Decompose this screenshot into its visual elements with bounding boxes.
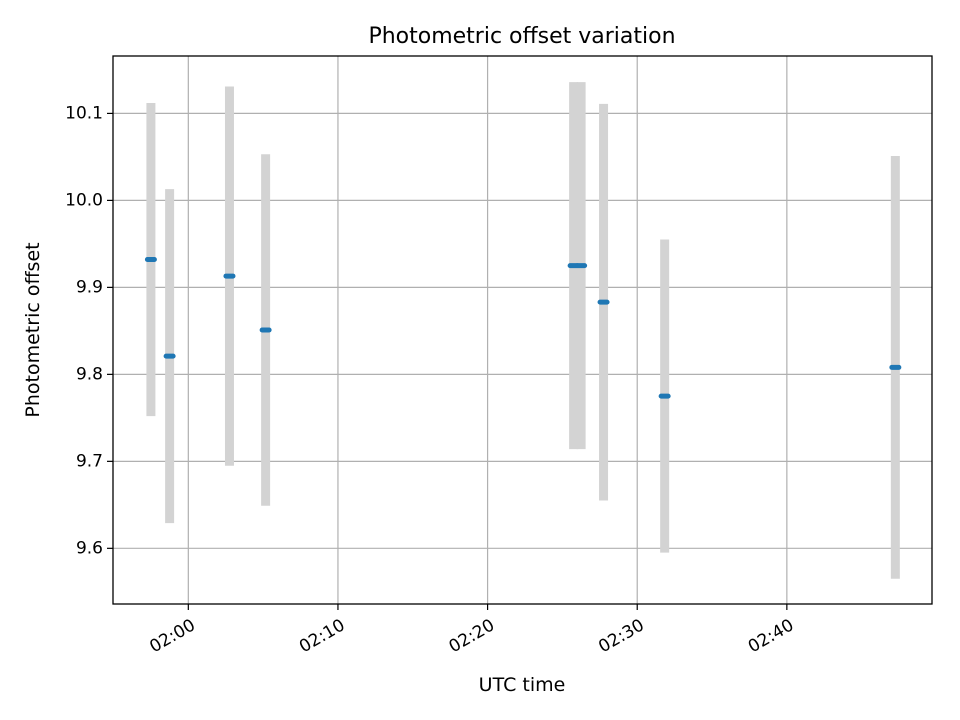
chart-title: Photometric offset variation (368, 24, 675, 49)
grid-layer (113, 56, 932, 604)
x-tick-label: 02:40 (745, 615, 797, 657)
data-point (597, 299, 610, 305)
data-point (658, 393, 671, 399)
tick-layer: 02:00 02:10 02:20 02:30 02:40 9.6 9.7 9.8 9.9 10.… (65, 103, 797, 657)
x-tick-label: 02:00 (146, 615, 198, 657)
y-tick-label: 9.8 (76, 364, 103, 384)
data-point (889, 364, 902, 370)
y-axis-label: Photometric offset (22, 242, 44, 417)
y-tick-label: 9.6 (76, 538, 103, 558)
x-tick-label: 02:20 (446, 615, 498, 657)
data-point (575, 263, 588, 269)
x-tick-label: 02:10 (296, 615, 348, 657)
data-point (259, 327, 272, 333)
data-point (144, 257, 157, 263)
y-tick-label: 10.1 (65, 103, 103, 123)
axes-frame (112, 55, 933, 605)
marker-layer (144, 257, 902, 399)
x-tick-label: 02:30 (595, 615, 647, 657)
x-axis-label: UTC time (479, 674, 566, 696)
y-tick-label: 9.7 (76, 451, 103, 471)
y-tick-label: 10.0 (65, 190, 103, 210)
data-point (163, 353, 176, 359)
data-point (223, 273, 236, 279)
y-tick-label: 9.9 (76, 277, 103, 297)
